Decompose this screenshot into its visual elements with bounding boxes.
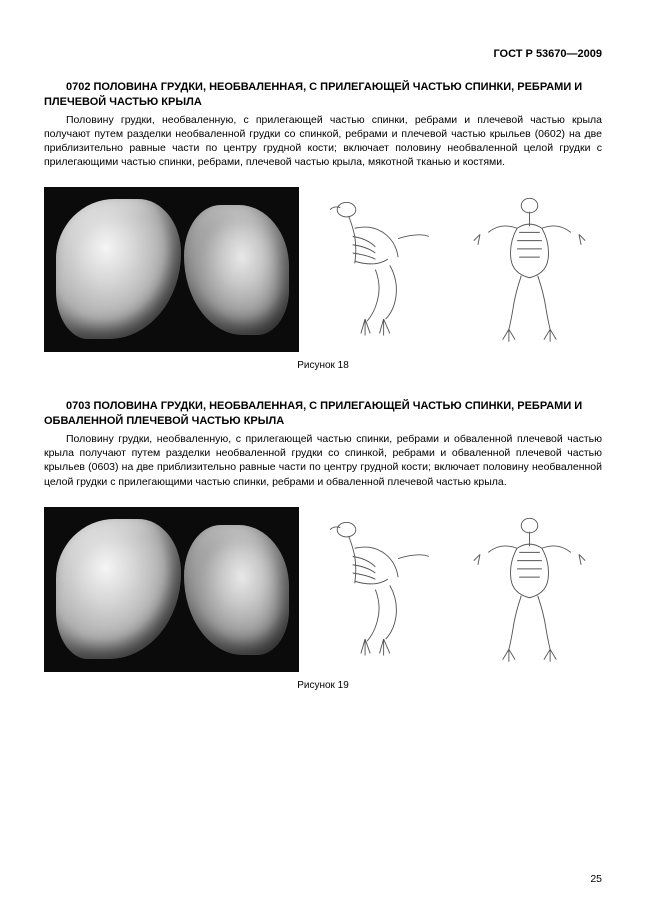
- figure-19-photo: [44, 507, 299, 672]
- figure-18: [44, 187, 602, 352]
- skeleton-side: [317, 507, 442, 672]
- page: ГОСТ Р 53670—2009 0702 ПОЛОВИНА ГРУДКИ, …: [0, 0, 646, 913]
- skeleton-front-icon: [467, 507, 592, 672]
- document-code: ГОСТ Р 53670—2009: [44, 48, 602, 60]
- skeleton-front: [467, 507, 592, 672]
- section-body-0703: Половину грудки, необваленную, с прилега…: [44, 432, 602, 489]
- meat-piece-right: [184, 205, 289, 335]
- section-body-0702: Половину грудки, необваленную, с прилега…: [44, 113, 602, 170]
- skeleton-side: [317, 187, 442, 352]
- meat-piece-right: [184, 525, 289, 655]
- section-title-0703: 0703 ПОЛОВИНА ГРУДКИ, НЕОБВАЛЕННАЯ, С ПР…: [44, 399, 602, 429]
- skeleton-side-icon: [317, 187, 442, 352]
- figure-19-skeletons: [307, 507, 602, 672]
- figure-19: [44, 507, 602, 672]
- page-number: 25: [590, 873, 602, 885]
- figure-19-caption: Рисунок 19: [44, 680, 602, 691]
- figure-18-photo: [44, 187, 299, 352]
- section-title-0702: 0702 ПОЛОВИНА ГРУДКИ, НЕОБВАЛЕННАЯ, С ПР…: [44, 80, 602, 110]
- meat-piece-left: [56, 199, 181, 339]
- figure-18-caption: Рисунок 18: [44, 360, 602, 371]
- skeleton-front: [467, 187, 592, 352]
- skeleton-side-icon: [317, 507, 442, 672]
- meat-piece-left: [56, 519, 181, 659]
- skeleton-front-icon: [467, 187, 592, 352]
- figure-18-skeletons: [307, 187, 602, 352]
